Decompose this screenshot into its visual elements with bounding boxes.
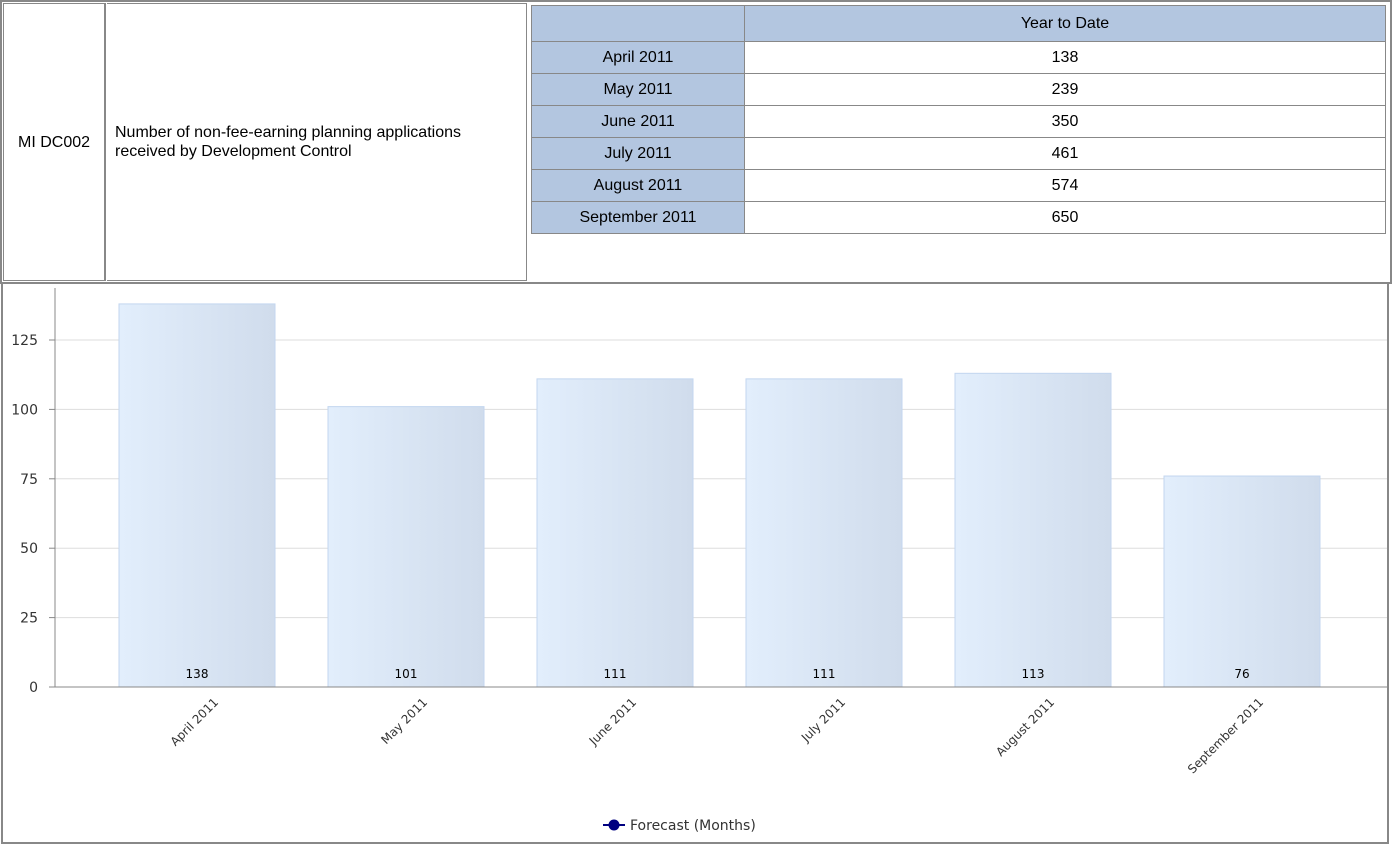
y-tick-label: 50 xyxy=(20,541,38,557)
data-label: 111 xyxy=(813,667,836,681)
bar xyxy=(536,378,694,688)
table-row: September 2011 650 xyxy=(531,201,1386,234)
data-label: 76 xyxy=(1234,667,1249,681)
data-label: 138 xyxy=(186,667,209,681)
data-label: 111 xyxy=(604,667,627,681)
x-tick-label: April 2011 xyxy=(168,695,222,749)
table-cell-month: September 2011 xyxy=(531,201,745,234)
indicator-description: Number of non-fee-earning planning appli… xyxy=(107,3,527,281)
x-tick-label: May 2011 xyxy=(378,695,430,747)
y-tick-label: 75 xyxy=(20,472,38,488)
y-tick-label: 0 xyxy=(29,680,38,696)
table-cell-value: 650 xyxy=(744,201,1386,234)
table-header-empty xyxy=(531,5,745,42)
legend-label: Forecast (Months) xyxy=(630,818,756,834)
bar xyxy=(327,406,485,688)
table-cell-value: 461 xyxy=(744,137,1386,170)
indicator-code: MI DC002 xyxy=(3,3,106,281)
table-row: April 2011 138 xyxy=(531,41,1386,74)
table-cell-value: 574 xyxy=(744,169,1386,202)
table-row: May 2011 239 xyxy=(531,73,1386,106)
table-cell-month: June 2011 xyxy=(531,105,745,138)
monthly-bar-chart: 138 101 111 111 113 76 0 25 50 75 100 125 April 201… xyxy=(11,288,1387,834)
indicator-header: MI DC002 Number of non-fee-earning plann… xyxy=(0,0,1392,284)
table-cell-value: 350 xyxy=(744,105,1386,138)
table-cell-value: 239 xyxy=(744,73,1386,106)
bar xyxy=(1163,475,1321,688)
x-tick-label: July 2011 xyxy=(798,695,848,745)
table-cell-month: August 2011 xyxy=(531,169,745,202)
data-label: 101 xyxy=(395,667,418,681)
bars: 138 101 111 111 113 76 xyxy=(118,303,1321,688)
table-cell-value: 138 xyxy=(744,41,1386,74)
chart-panel: 138 101 111 111 113 76 0 25 50 75 100 125 April 201… xyxy=(1,283,1389,844)
year-to-date-table: Year to Date April 2011 138 May 2011 239… xyxy=(531,5,1386,234)
table-header-row: Year to Date xyxy=(531,5,1386,42)
y-tick-label: 125 xyxy=(11,333,38,349)
x-tick-label: August 2011 xyxy=(993,695,1057,759)
table-cell-month: May 2011 xyxy=(531,73,745,106)
y-tick-label: 25 xyxy=(20,611,38,627)
bar xyxy=(118,303,276,688)
table-cell-month: April 2011 xyxy=(531,41,745,74)
bar xyxy=(745,378,903,688)
table-row: June 2011 350 xyxy=(531,105,1386,138)
table-cell-month: July 2011 xyxy=(531,137,745,170)
legend: Forecast (Months) xyxy=(603,818,756,834)
legend-marker xyxy=(608,819,620,831)
x-tick-label: September 2011 xyxy=(1185,695,1266,776)
indicator-description-text: Number of non-fee-earning planning appli… xyxy=(115,124,461,160)
table-row: July 2011 461 xyxy=(531,137,1386,170)
bar xyxy=(954,372,1112,688)
x-tick-label: June 2011 xyxy=(586,695,639,748)
y-tick-label: 100 xyxy=(11,402,38,418)
table-header-ytd: Year to Date xyxy=(744,5,1386,42)
data-label: 113 xyxy=(1022,667,1045,681)
table-row: August 2011 574 xyxy=(531,169,1386,202)
